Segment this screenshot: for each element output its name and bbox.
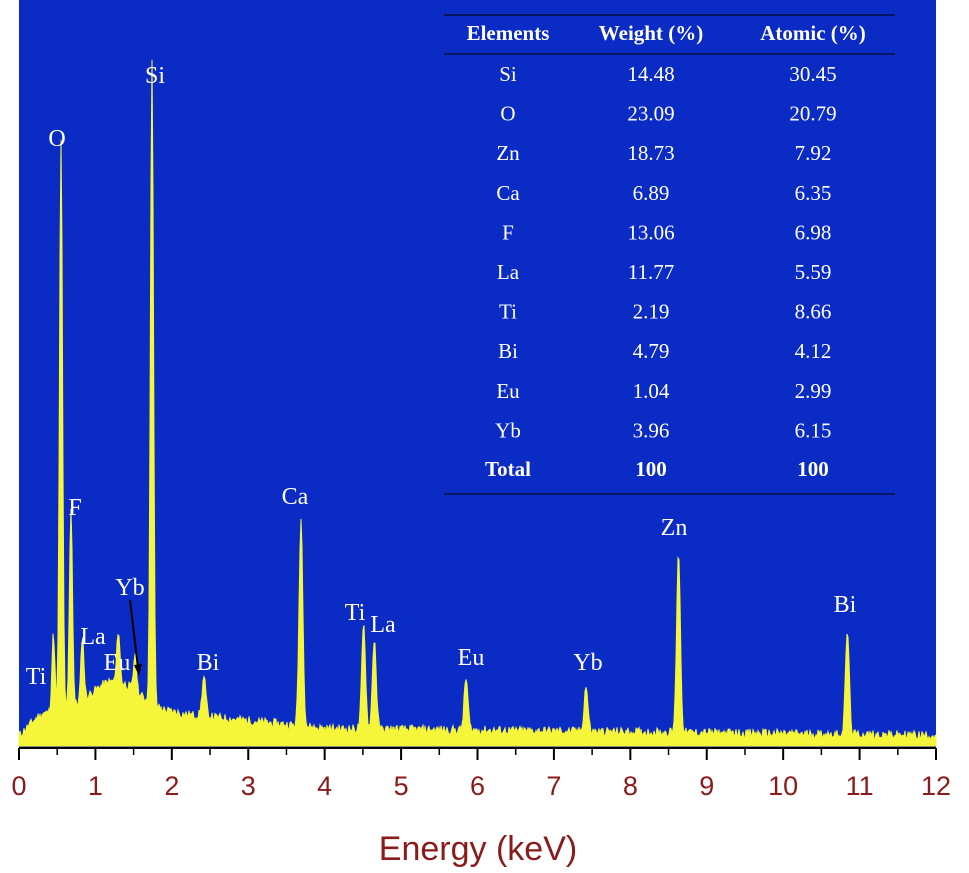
x-axis-title: Energy (keV)	[379, 830, 577, 868]
table-cell: 2.19	[633, 300, 670, 324]
table-cell: 6.98	[795, 220, 832, 244]
plot-background	[19, 0, 936, 748]
table-cell: 4.12	[795, 339, 832, 363]
table-total-cell: 100	[797, 457, 829, 481]
x-axis-ticks: 0 1 2 3 4 5 6 7 8 9 10 11 12	[11, 748, 951, 801]
table-cell: Si	[499, 62, 517, 86]
table-total-cell: Total	[485, 457, 531, 481]
table-cell: 3.96	[633, 418, 670, 442]
table-cell: 2.99	[795, 379, 832, 403]
x-tick-label-2: 2	[164, 771, 179, 801]
table-cell: O	[500, 102, 515, 126]
x-tick-label-12: 12	[921, 771, 951, 801]
table-header-cell: Atomic (%)	[760, 21, 866, 45]
table-cell: 30.45	[789, 62, 836, 86]
table-cell: 1.04	[633, 379, 670, 403]
table-cell: 7.92	[795, 141, 832, 165]
x-tick-label-5: 5	[394, 771, 409, 801]
peak-label-eu: Eu	[104, 650, 131, 676]
table-header-cell: Weight (%)	[599, 21, 703, 45]
peak-label-bi: Bi	[197, 650, 220, 676]
x-tick-label-3: 3	[241, 771, 256, 801]
table-cell: Bi	[498, 339, 518, 363]
x-tick-label-11: 11	[846, 771, 874, 801]
peak-label-la: La	[370, 612, 396, 638]
x-tick-label-0: 0	[11, 771, 26, 801]
peak-label-eu: Eu	[458, 645, 485, 671]
peak-label-ca: Ca	[282, 484, 309, 510]
table-cell: 20.79	[789, 102, 836, 126]
x-tick-label-6: 6	[470, 771, 485, 801]
table-cell: 14.48	[627, 62, 674, 86]
spectrum-trace	[18, 59, 937, 747]
composition-table: Elements Weight (%) Atomic (%) Si 14.48 30.45…	[444, 14, 895, 495]
x-tick-label-1: 1	[88, 771, 103, 801]
table-cell: Ti	[499, 300, 517, 324]
table-cell: Ca	[496, 181, 520, 205]
table-cell: 13.06	[627, 220, 674, 244]
table-cell: 6.35	[795, 181, 832, 205]
peak-label-bi: Bi	[834, 592, 857, 618]
table-cell: 4.79	[633, 339, 670, 363]
table-cell: 8.66	[795, 300, 832, 324]
peak-label-la: La	[80, 624, 106, 650]
x-tick-label-4: 4	[317, 771, 332, 801]
table-header-cell: Elements	[467, 21, 550, 45]
table-cell: Eu	[496, 379, 520, 403]
yb-leader-line	[129, 599, 139, 669]
peak-label-ti: Ti	[26, 664, 47, 690]
table-cell: 6.89	[633, 181, 670, 205]
table-cell: 6.15	[795, 418, 832, 442]
peak-label-yb: Yb	[573, 650, 602, 676]
peak-label-yb: Yb	[115, 575, 144, 601]
table-cell: Zn	[496, 141, 520, 165]
table-total-cell: 100	[635, 457, 667, 481]
table-cell: 23.09	[627, 102, 674, 126]
peak-label-si: Si	[145, 63, 165, 89]
x-tick-label-9: 9	[699, 771, 714, 801]
table-cell: 5.59	[795, 260, 832, 284]
table-cell: Yb	[495, 418, 521, 442]
peak-label-ti: Ti	[345, 600, 366, 626]
peak-label-zn: Zn	[661, 515, 688, 541]
x-tick-label-8: 8	[623, 771, 638, 801]
x-tick-label-10: 10	[768, 771, 798, 801]
table-cell: 18.73	[627, 141, 674, 165]
peak-label-o: O	[48, 126, 65, 152]
table-cell: F	[502, 220, 514, 244]
peak-label-f: F	[68, 495, 81, 521]
table-cell: La	[497, 260, 520, 284]
yb-leader-arrowhead	[134, 664, 142, 676]
table-cell: 11.77	[628, 260, 674, 284]
x-tick-label-7: 7	[546, 771, 561, 801]
